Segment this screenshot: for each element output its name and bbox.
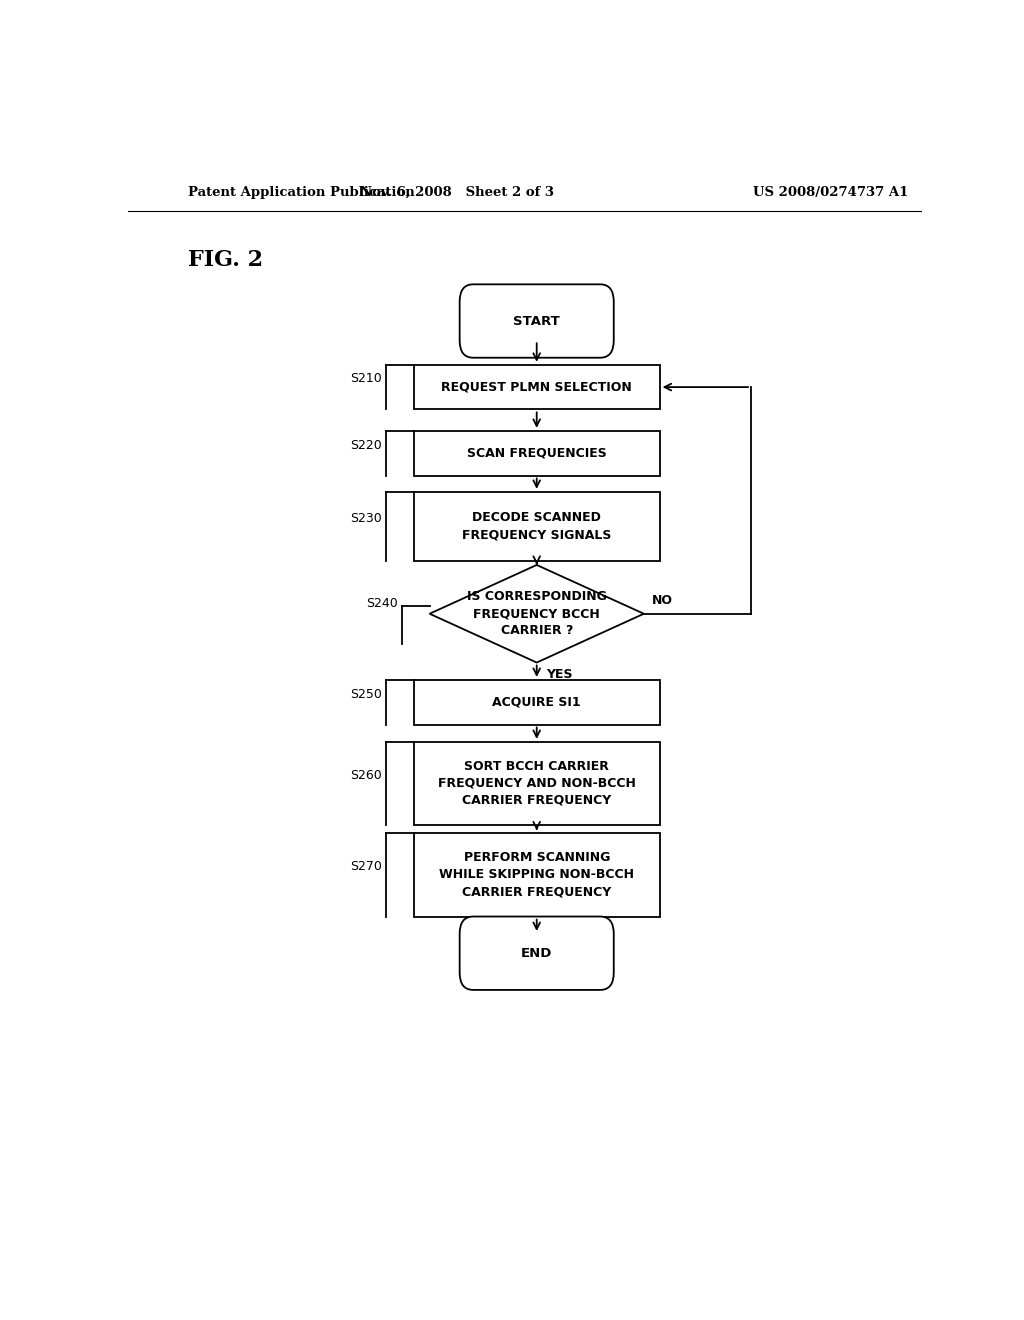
Text: Nov. 6, 2008   Sheet 2 of 3: Nov. 6, 2008 Sheet 2 of 3	[360, 186, 554, 199]
Text: REQUEST PLMN SELECTION: REQUEST PLMN SELECTION	[441, 380, 632, 393]
Text: S250: S250	[350, 688, 382, 701]
Text: S220: S220	[350, 438, 382, 451]
Text: S240: S240	[366, 597, 397, 610]
Bar	[414, 364, 659, 409]
Text: YES: YES	[546, 668, 572, 681]
Text: NO: NO	[652, 594, 673, 607]
Text: S270: S270	[350, 861, 382, 874]
Text: IS CORRESPONDING
FREQUENCY BCCH
CARRIER ?: IS CORRESPONDING FREQUENCY BCCH CARRIER …	[467, 590, 606, 638]
Bar	[414, 833, 659, 916]
Polygon shape	[430, 565, 644, 663]
Text: ACQUIRE SI1: ACQUIRE SI1	[493, 696, 581, 709]
Text: S260: S260	[350, 768, 382, 781]
Text: SCAN FREQUENCIES: SCAN FREQUENCIES	[467, 446, 606, 459]
Bar	[414, 492, 659, 561]
Text: S230: S230	[350, 512, 382, 525]
Text: PERFORM SCANNING
WHILE SKIPPING NON-BCCH
CARRIER FREQUENCY: PERFORM SCANNING WHILE SKIPPING NON-BCCH…	[439, 851, 634, 899]
Bar	[414, 680, 659, 725]
Text: START: START	[513, 314, 560, 327]
Text: SORT BCCH CARRIER
FREQUENCY AND NON-BCCH
CARRIER FREQUENCY: SORT BCCH CARRIER FREQUENCY AND NON-BCCH…	[438, 760, 636, 807]
Text: DECODE SCANNED
FREQUENCY SIGNALS: DECODE SCANNED FREQUENCY SIGNALS	[462, 511, 611, 541]
FancyBboxPatch shape	[460, 284, 613, 358]
Text: END: END	[521, 946, 552, 960]
Bar	[414, 430, 659, 475]
Text: S210: S210	[350, 372, 382, 385]
Bar	[414, 742, 659, 825]
Text: US 2008/0274737 A1: US 2008/0274737 A1	[753, 186, 908, 199]
Text: Patent Application Publication: Patent Application Publication	[187, 186, 415, 199]
Text: FIG. 2: FIG. 2	[187, 249, 262, 271]
FancyBboxPatch shape	[460, 916, 613, 990]
